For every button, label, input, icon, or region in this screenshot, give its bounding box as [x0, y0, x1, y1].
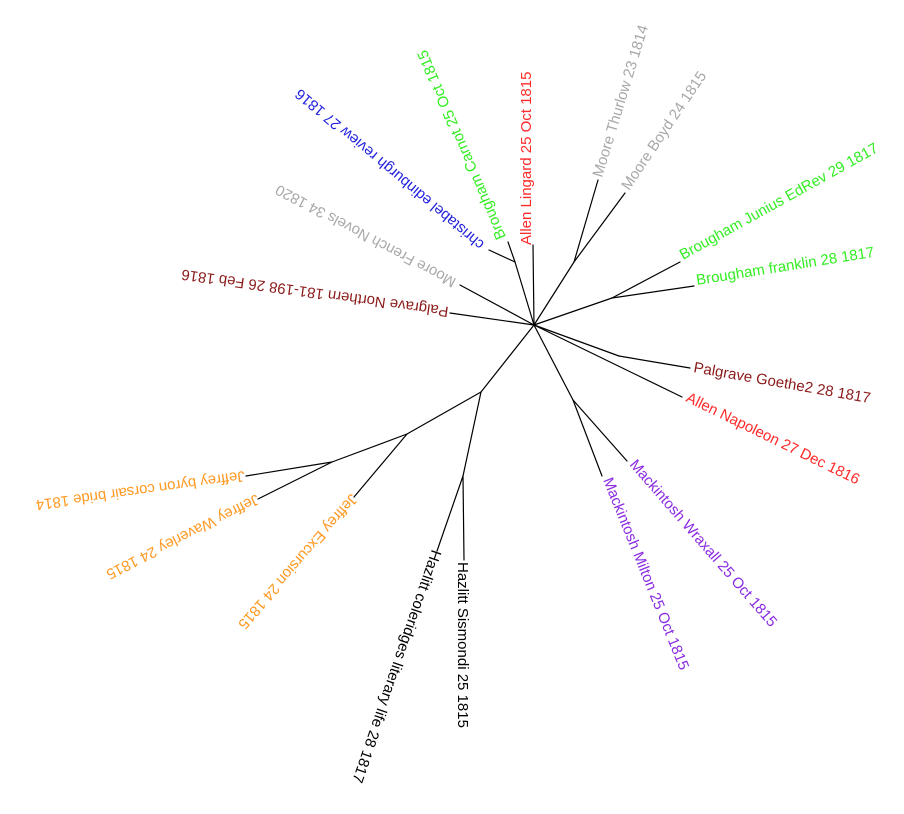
tip-label: Brougham franklin 28 1817 — [695, 244, 876, 289]
branch — [532, 244, 535, 326]
branch — [618, 355, 691, 369]
branch — [353, 433, 408, 498]
branch — [436, 475, 464, 552]
tip-label: christabel edinburgh review 27 1816 — [292, 85, 488, 253]
tip-labels: Allen Lingard 25 Oct 1815 Moore Thurlow … — [35, 23, 881, 785]
branch — [611, 285, 695, 299]
branch — [573, 192, 626, 263]
branch — [611, 261, 681, 299]
branch — [331, 433, 408, 463]
tip-label: Jeffrey Excursion 24 1815 — [234, 490, 360, 632]
branch — [459, 284, 535, 326]
branch — [533, 324, 683, 398]
tip-label: Palgrave Northern 181-198 26 Feb 1816 — [180, 266, 449, 320]
tip-label: Allen Napoleon 27 Dec 1816 — [683, 389, 862, 488]
branch — [533, 297, 613, 326]
tip-label: Palgrave Goethe2 28 1817 — [692, 359, 872, 407]
tree-branches — [245, 179, 695, 561]
branch — [488, 249, 516, 263]
branch — [449, 312, 535, 326]
branch — [533, 324, 620, 357]
branch — [406, 391, 482, 435]
branch — [462, 475, 465, 561]
branch — [572, 399, 628, 462]
tip-label: Jeffrey Waverley 24 1815 — [103, 490, 262, 582]
branch — [533, 324, 574, 401]
tip-label: Brougham Junius EdRev 29 1817 — [677, 140, 881, 264]
branch — [507, 241, 516, 263]
tip-label: Jeffrey byron corsair bride 1814 — [35, 467, 246, 513]
branch — [257, 461, 333, 500]
branch — [533, 261, 575, 326]
branch — [462, 391, 482, 477]
tip-label: Hazlitt coleridges literary life 28 1817 — [348, 548, 444, 785]
branch — [480, 324, 535, 393]
branch — [573, 179, 599, 263]
branch — [572, 399, 603, 477]
branch — [514, 261, 535, 326]
tip-label: Hazlitt Sismondi 25 1815 — [454, 562, 471, 728]
tip-label: Allen Lingard 25 Oct 1815 — [518, 72, 535, 245]
branch — [245, 461, 333, 477]
